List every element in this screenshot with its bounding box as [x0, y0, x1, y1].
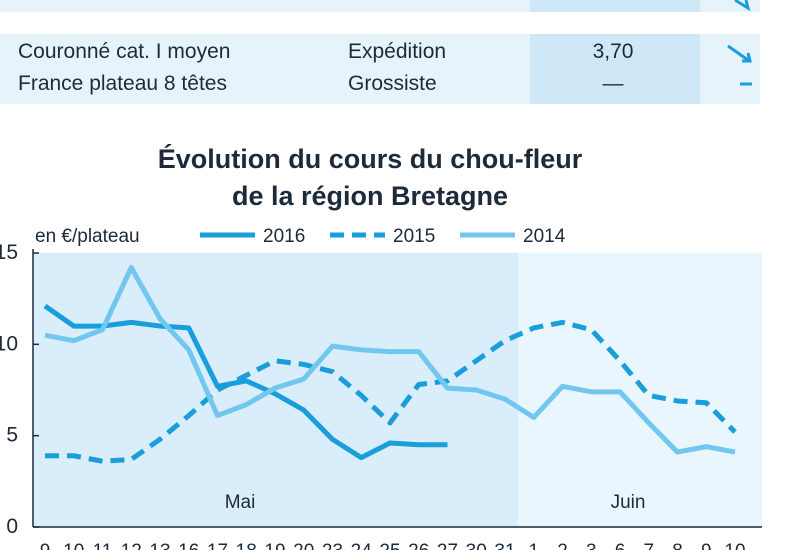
x-tick-label: 9 [701, 541, 712, 550]
x-tick-label: 7 [643, 541, 654, 550]
x-tick-label: 8 [672, 541, 683, 550]
price-line: 3,70 [593, 40, 634, 63]
cut-row-price-band [530, 0, 700, 12]
x-tick-label: 1 [528, 541, 539, 550]
x-tick-label: 27 [437, 541, 458, 550]
plot-bg-june [518, 253, 762, 527]
y-axis-label: en €/plateau [35, 226, 140, 247]
month-label: Mai [225, 492, 256, 513]
chart-title: de la région Bretagne [232, 181, 508, 211]
y-tick-label: 0 [6, 515, 18, 538]
x-tick-label: 31 [494, 541, 515, 550]
y-tick-label: 10 [0, 332, 18, 355]
product-line: France plateau 8 têtes [18, 72, 227, 95]
chart-title: Évolution du cours du chou-fleur [158, 143, 583, 174]
legend-label: 2016 [263, 226, 305, 247]
line-2015 [45, 319, 737, 464]
x-tick-label: 12 [121, 541, 142, 550]
x-tick-label: 26 [408, 541, 429, 550]
price-band [530, 34, 700, 104]
x-tick-label: 16 [178, 541, 199, 550]
x-tick-label: 19 [264, 541, 285, 550]
product-line: Couronné cat. I moyen [18, 40, 230, 63]
x-tick-label: 17 [207, 541, 228, 550]
x-tick-label: 13 [149, 541, 170, 550]
y-tick-label: 5 [6, 424, 18, 447]
trend-arrow [734, 0, 751, 12]
x-tick-label: 24 [351, 541, 373, 550]
x-tick-label: 10 [724, 541, 745, 550]
market-line: Grossiste [348, 72, 437, 95]
month-label: Juin [611, 492, 646, 513]
legend-label: 2015 [393, 226, 435, 247]
x-tick-label: 18 [236, 541, 257, 550]
line-2016 [43, 303, 448, 461]
market-line: Expédition [348, 40, 446, 63]
legend-label: 2014 [523, 226, 566, 247]
price-line: — [603, 72, 624, 95]
x-tick-label: 30 [466, 541, 487, 550]
x-tick-label: 20 [293, 541, 314, 550]
x-tick-label: 3 [586, 541, 597, 550]
x-tick-label: 10 [63, 541, 84, 550]
x-tick-label: 11 [93, 541, 113, 550]
x-tick-label: 6 [615, 541, 626, 550]
x-tick-label: 25 [379, 541, 400, 550]
x-tick-label: 2 [557, 541, 568, 550]
line-2014 [44, 265, 736, 455]
trend-arrow [727, 44, 752, 63]
x-tick-label: 23 [322, 541, 343, 550]
x-tick-label: 9 [40, 541, 51, 550]
y-tick-label: 15 [0, 241, 18, 264]
